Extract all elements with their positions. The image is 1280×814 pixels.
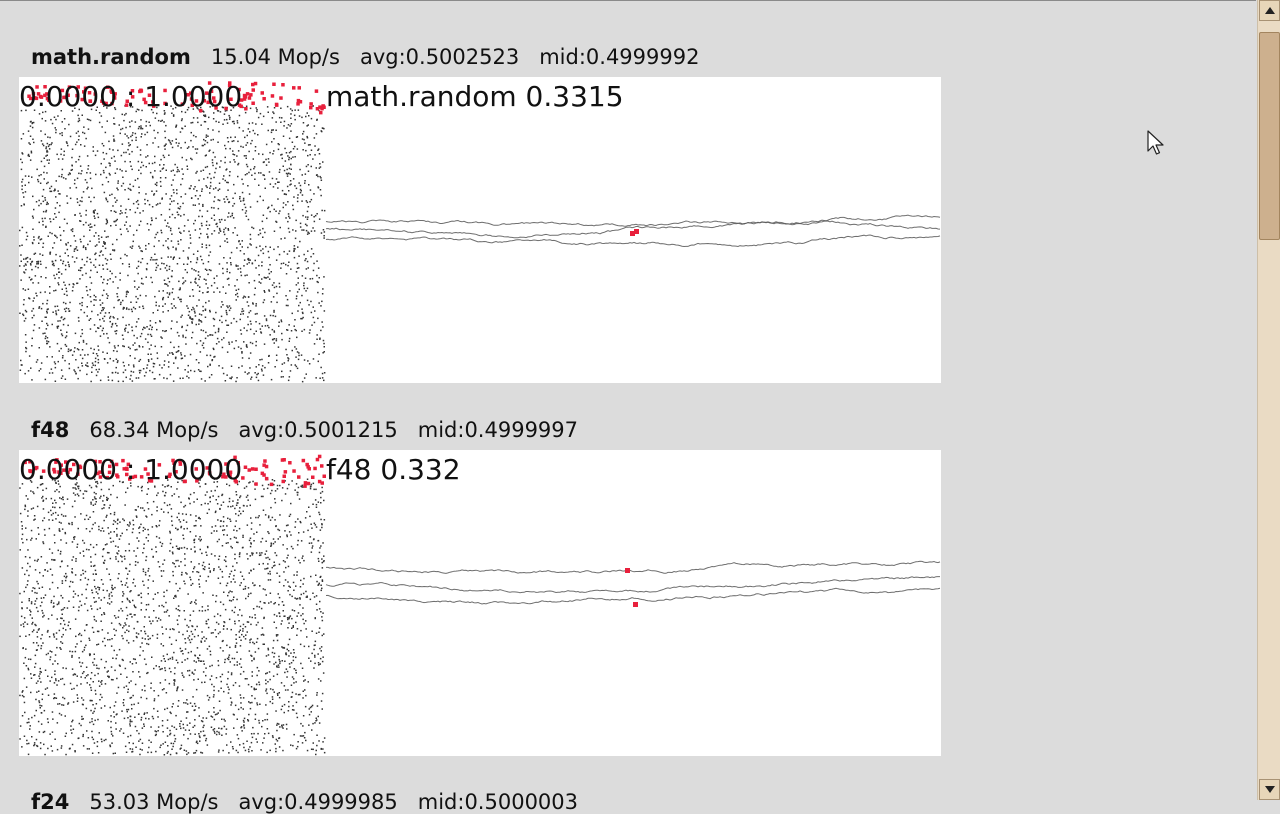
vertical-scrollbar[interactable]	[1257, 0, 1280, 800]
benchmark-visualization: 0.0000 : 1.0000 f48 0.332	[19, 450, 941, 756]
scroll-down-button[interactable]	[1259, 779, 1280, 800]
range-label: 0.0000 : 1.0000	[19, 452, 242, 488]
walk-marker	[634, 229, 639, 234]
benchmark-avg: avg:0.4999985	[238, 790, 397, 814]
benchmark-mid: mid:0.4999992	[539, 45, 699, 69]
random-visualization-canvas	[19, 450, 941, 756]
benchmark-header: math.random 15.04 Mop/s avg:0.5002523 mi…	[31, 45, 699, 69]
benchmark-header: f48 68.34 Mop/s avg:0.5001215 mid:0.4999…	[31, 418, 578, 442]
benchmark-avg: avg:0.5002523	[360, 45, 519, 69]
benchmark-speed: 15.04 Mop/s	[211, 45, 340, 69]
random-walk-lines	[326, 215, 940, 246]
triangle-down-icon	[1265, 786, 1275, 793]
benchmark-speed: 68.34 Mop/s	[89, 418, 218, 442]
range-label: 0.0000 : 1.0000	[19, 79, 242, 115]
walk-marker	[633, 602, 638, 607]
scrollbar-thumb[interactable]	[1259, 32, 1280, 240]
benchmark-mid: mid:0.4999997	[418, 418, 578, 442]
benchmark-visualization: 0.0000 : 1.0000 math.random 0.3315	[19, 77, 941, 383]
benchmark-name: f48	[31, 418, 69, 442]
benchmark-name: math.random	[31, 45, 191, 69]
random-walk-lines	[326, 561, 940, 604]
random-visualization-canvas	[19, 77, 941, 383]
benchmark-header: f24 53.03 Mop/s avg:0.4999985 mid:0.5000…	[31, 790, 578, 814]
benchmark-avg: avg:0.5001215	[238, 418, 397, 442]
scatter-points	[19, 105, 326, 382]
benchmark-mid: mid:0.5000003	[418, 790, 578, 814]
mouse-pointer-icon	[1147, 130, 1167, 158]
benchmark-name: f24	[31, 790, 69, 814]
triangle-up-icon	[1265, 7, 1275, 14]
series-label: f48 0.332	[326, 452, 461, 488]
scroll-up-button[interactable]	[1259, 0, 1280, 21]
series-label: math.random 0.3315	[326, 79, 624, 115]
top-border	[0, 0, 1256, 1]
walk-marker	[625, 568, 630, 573]
scatter-points	[19, 478, 325, 755]
benchmark-speed: 53.03 Mop/s	[89, 790, 218, 814]
